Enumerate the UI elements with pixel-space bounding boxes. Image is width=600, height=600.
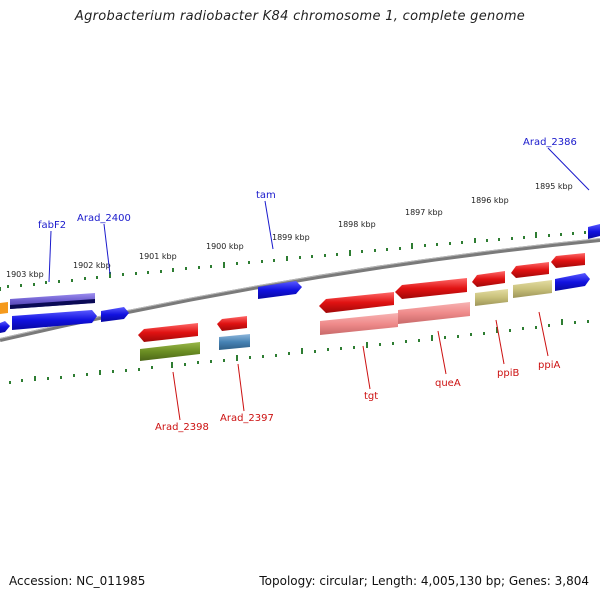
label-arad-2397[interactable]: Arad_2397 xyxy=(220,413,274,424)
bottom-gene-labels: Arad_2398 Arad_2397 tgt queA ppiB ppiA xyxy=(155,360,560,433)
gene-queA-cds[interactable] xyxy=(395,278,467,299)
gene-ppiA-cds[interactable] xyxy=(511,262,549,278)
reverse-genes xyxy=(138,253,585,361)
gene-orange-partial[interactable] xyxy=(0,302,8,314)
scale-label-1901: 1901 kbp xyxy=(139,252,177,261)
scale-label-1900: 1900 kbp xyxy=(206,242,244,251)
genome-summary-text: Topology: circular; Length: 4,005,130 bp… xyxy=(259,574,589,588)
gene-ppiA[interactable] xyxy=(513,280,552,298)
label-arad-2398[interactable]: Arad_2398 xyxy=(155,422,209,433)
gene-tgt[interactable] xyxy=(320,313,398,335)
gene-arad-2397-cds[interactable] xyxy=(217,316,247,331)
gene-partial-left[interactable] xyxy=(0,321,10,333)
scale-label-1896: 1896 kbp xyxy=(471,196,509,205)
gene-queA[interactable] xyxy=(398,302,470,324)
scale-label-1897: 1897 kbp xyxy=(405,208,443,217)
label-ppiA[interactable]: ppiA xyxy=(538,360,560,371)
gene-arad-2386[interactable] xyxy=(588,224,600,239)
gene-arad-2400[interactable] xyxy=(101,307,129,322)
gene-arad-2398[interactable] xyxy=(140,342,200,361)
label-arad-2386[interactable]: Arad_2386 xyxy=(523,137,577,148)
gene-ppiB[interactable] xyxy=(475,289,508,306)
genome-backbone xyxy=(0,238,600,342)
gene-reverse-right[interactable] xyxy=(551,253,585,268)
gene-tgt-cds[interactable] xyxy=(319,292,394,313)
scale-label-1898: 1898 kbp xyxy=(338,220,376,229)
scale-label-1902: 1902 kbp xyxy=(73,261,111,270)
label-leaders xyxy=(48,147,590,421)
gene-arad-2399[interactable] xyxy=(12,310,97,330)
bottom-scale-ticks xyxy=(9,319,589,384)
scale-label-1903: 1903 kbp xyxy=(6,270,44,279)
label-tam[interactable]: tam xyxy=(256,190,276,201)
gene-arad-2398-cds[interactable] xyxy=(138,323,198,342)
label-ppiB[interactable]: ppiB xyxy=(497,368,519,379)
scale-labels: 1903 kbp 1902 kbp 1901 kbp 1900 kbp 1899… xyxy=(6,182,573,279)
gene-fabF2-shadow xyxy=(10,299,95,309)
forward-genes xyxy=(0,224,600,333)
scale-label-1895: 1895 kbp xyxy=(535,182,573,191)
label-queA[interactable]: queA xyxy=(435,378,461,389)
gene-arad-2397[interactable] xyxy=(219,334,250,350)
label-tgt[interactable]: tgt xyxy=(364,391,378,402)
gene-forward-right[interactable] xyxy=(555,273,590,291)
label-arad-2400[interactable]: Arad_2400 xyxy=(77,213,131,224)
accession-text: Accession: NC_011985 xyxy=(9,574,146,588)
label-fabF2[interactable]: fabF2 xyxy=(38,220,66,231)
scale-label-1899: 1899 kbp xyxy=(272,233,310,242)
gene-ppiB-cds[interactable] xyxy=(472,271,505,287)
top-gene-labels: fabF2 Arad_2400 tam Arad_2386 xyxy=(38,137,577,231)
gene-tam[interactable] xyxy=(258,281,302,299)
map-title: Agrobacterium radiobacter K84 chromosome… xyxy=(74,9,526,24)
